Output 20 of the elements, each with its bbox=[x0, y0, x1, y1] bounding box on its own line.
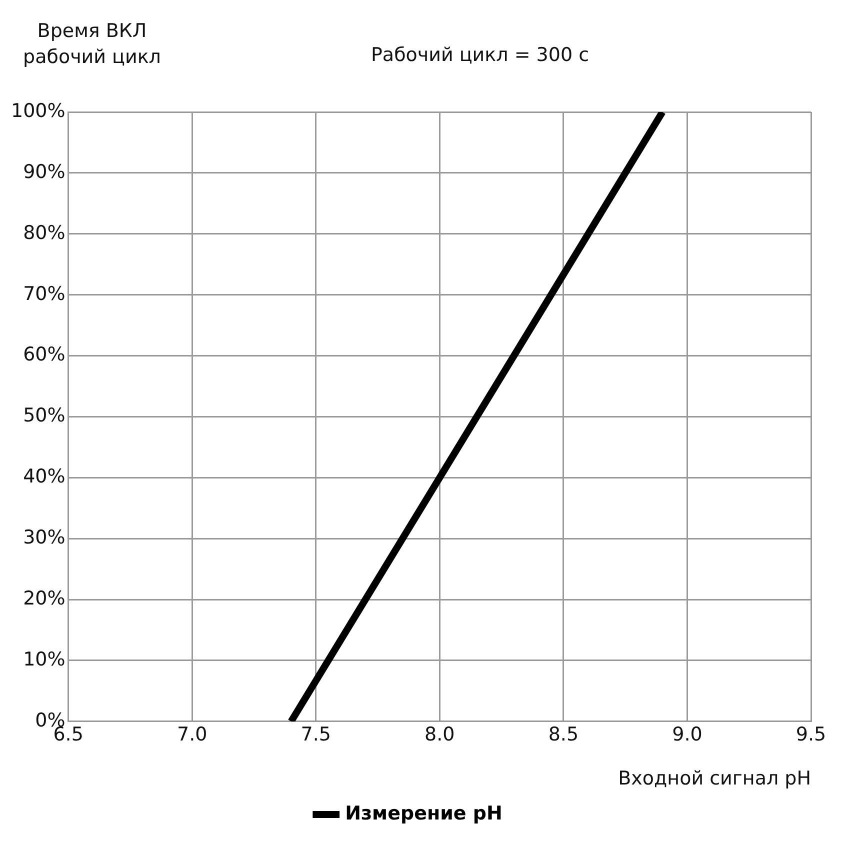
x-axis-title: Входной сигнал pH bbox=[618, 768, 811, 790]
legend-label: Измерение pH bbox=[345, 802, 502, 824]
y-tick-label: 60% bbox=[23, 344, 66, 366]
x-tick-label: 9.0 bbox=[672, 724, 702, 746]
y-tick-label: 20% bbox=[23, 587, 66, 610]
y-tick-label: 100% bbox=[10, 100, 66, 122]
x-tick-label: 7.5 bbox=[300, 724, 331, 746]
x-tick-label: 7.0 bbox=[176, 724, 208, 746]
y-axis-title: Время ВКЛ рабочий цикл bbox=[22, 19, 162, 70]
x-tick-label: 8.5 bbox=[548, 724, 579, 746]
y-tick-label: 40% bbox=[23, 466, 66, 488]
x-tick-label: 8.0 bbox=[424, 724, 455, 746]
y-tick-label: 80% bbox=[23, 222, 66, 244]
y-tick-label: 50% bbox=[23, 404, 66, 427]
y-tick-label: 90% bbox=[23, 160, 66, 183]
y-tick-label: 30% bbox=[23, 526, 66, 549]
y-tick-label: 70% bbox=[23, 282, 66, 305]
x-tick-label: 9.5 bbox=[796, 724, 826, 746]
y-tick-label: 10% bbox=[23, 648, 66, 670]
chart-title: Рабочий цикл = 300 с bbox=[370, 44, 590, 66]
